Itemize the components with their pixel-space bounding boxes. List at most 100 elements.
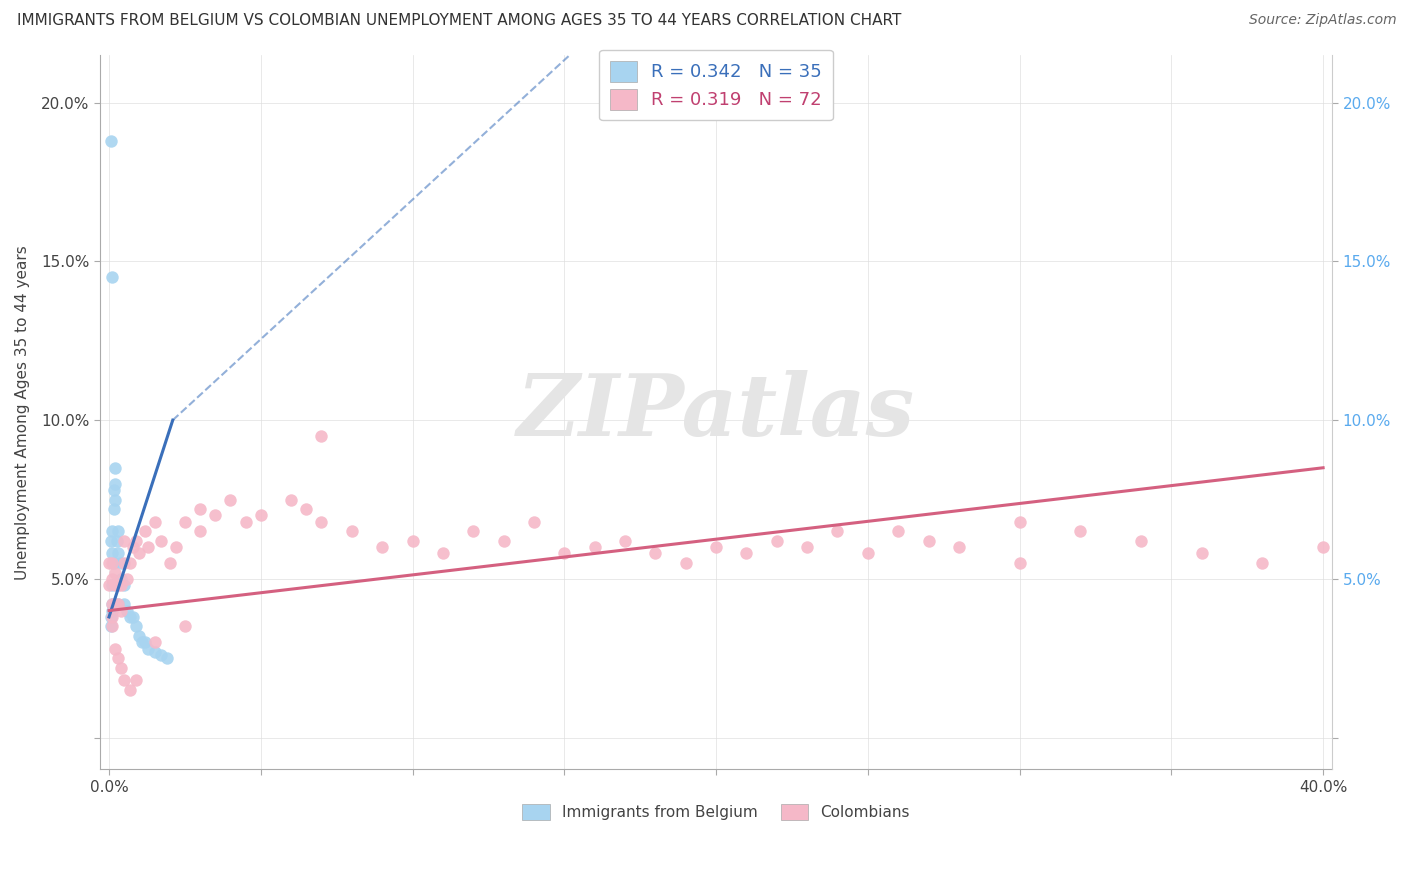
Point — [311, 515, 333, 529]
Point — [122, 540, 145, 554]
Point — [101, 270, 124, 285]
Point — [1069, 524, 1091, 539]
Point — [107, 578, 129, 592]
Point — [827, 524, 849, 539]
Point — [122, 610, 145, 624]
Text: ZIPatlas: ZIPatlas — [517, 370, 915, 454]
Point — [112, 673, 135, 688]
Point — [1191, 546, 1213, 560]
Point — [125, 673, 148, 688]
Point — [583, 540, 606, 554]
Point — [104, 578, 127, 592]
Point — [112, 533, 135, 548]
Point — [249, 508, 271, 523]
Point — [134, 524, 156, 539]
Point — [107, 524, 129, 539]
Point — [107, 597, 129, 611]
Point — [675, 556, 697, 570]
Point — [138, 540, 160, 554]
Point — [311, 429, 333, 443]
Point — [98, 578, 121, 592]
Point — [104, 566, 127, 580]
Point — [120, 682, 142, 697]
Point — [128, 629, 150, 643]
Point — [644, 546, 666, 560]
Point — [143, 645, 166, 659]
Point — [340, 524, 363, 539]
Point — [887, 524, 910, 539]
Point — [156, 651, 179, 665]
Point — [104, 492, 127, 507]
Point — [110, 661, 132, 675]
Point — [104, 476, 127, 491]
Point — [149, 648, 172, 662]
Point — [100, 134, 122, 148]
Point — [219, 492, 242, 507]
Point — [917, 533, 939, 548]
Point — [149, 533, 172, 548]
Point — [101, 604, 124, 618]
Y-axis label: Unemployment Among Ages 35 to 44 years: Unemployment Among Ages 35 to 44 years — [15, 244, 30, 580]
Point — [523, 515, 546, 529]
Point — [101, 578, 124, 592]
Point — [100, 610, 122, 624]
Point — [735, 546, 758, 560]
Point — [120, 610, 142, 624]
Point — [101, 619, 124, 633]
Point — [101, 610, 124, 624]
Point — [280, 492, 302, 507]
Point — [115, 604, 138, 618]
Point — [159, 556, 181, 570]
Point — [1251, 556, 1274, 570]
Point — [553, 546, 575, 560]
Point — [1312, 540, 1334, 554]
Point — [105, 533, 128, 548]
Point — [98, 556, 121, 570]
Text: IMMIGRANTS FROM BELGIUM VS COLOMBIAN UNEMPLOYMENT AMONG AGES 35 TO 44 YEARS CORR: IMMIGRANTS FROM BELGIUM VS COLOMBIAN UNE… — [17, 13, 901, 29]
Point — [401, 533, 423, 548]
Text: Source: ZipAtlas.com: Source: ZipAtlas.com — [1249, 13, 1396, 28]
Point — [120, 556, 142, 570]
Point — [143, 635, 166, 649]
Point — [104, 641, 127, 656]
Point — [765, 533, 787, 548]
Point — [188, 524, 211, 539]
Point — [856, 546, 879, 560]
Point — [112, 597, 135, 611]
Point — [110, 578, 132, 592]
Point — [492, 533, 515, 548]
Point — [101, 572, 124, 586]
Point — [463, 524, 485, 539]
Point — [235, 515, 257, 529]
Point — [131, 635, 153, 649]
Legend: Immigrants from Belgium, Colombians: Immigrants from Belgium, Colombians — [516, 797, 915, 826]
Point — [115, 572, 138, 586]
Point — [948, 540, 970, 554]
Point — [101, 597, 124, 611]
Point — [110, 556, 132, 570]
Point — [103, 483, 125, 497]
Point — [101, 546, 124, 560]
Point — [174, 515, 197, 529]
Point — [796, 540, 818, 554]
Point — [100, 533, 122, 548]
Point — [704, 540, 727, 554]
Point — [614, 533, 637, 548]
Point — [204, 508, 226, 523]
Point — [112, 578, 135, 592]
Point — [101, 556, 124, 570]
Point — [110, 572, 132, 586]
Point — [103, 502, 125, 516]
Point — [103, 556, 125, 570]
Point — [112, 556, 135, 570]
Point — [174, 619, 197, 633]
Point — [107, 651, 129, 665]
Point — [138, 641, 160, 656]
Point — [107, 546, 129, 560]
Point — [432, 546, 454, 560]
Point — [143, 515, 166, 529]
Point — [104, 597, 127, 611]
Point — [128, 546, 150, 560]
Point — [1008, 556, 1031, 570]
Point — [295, 502, 318, 516]
